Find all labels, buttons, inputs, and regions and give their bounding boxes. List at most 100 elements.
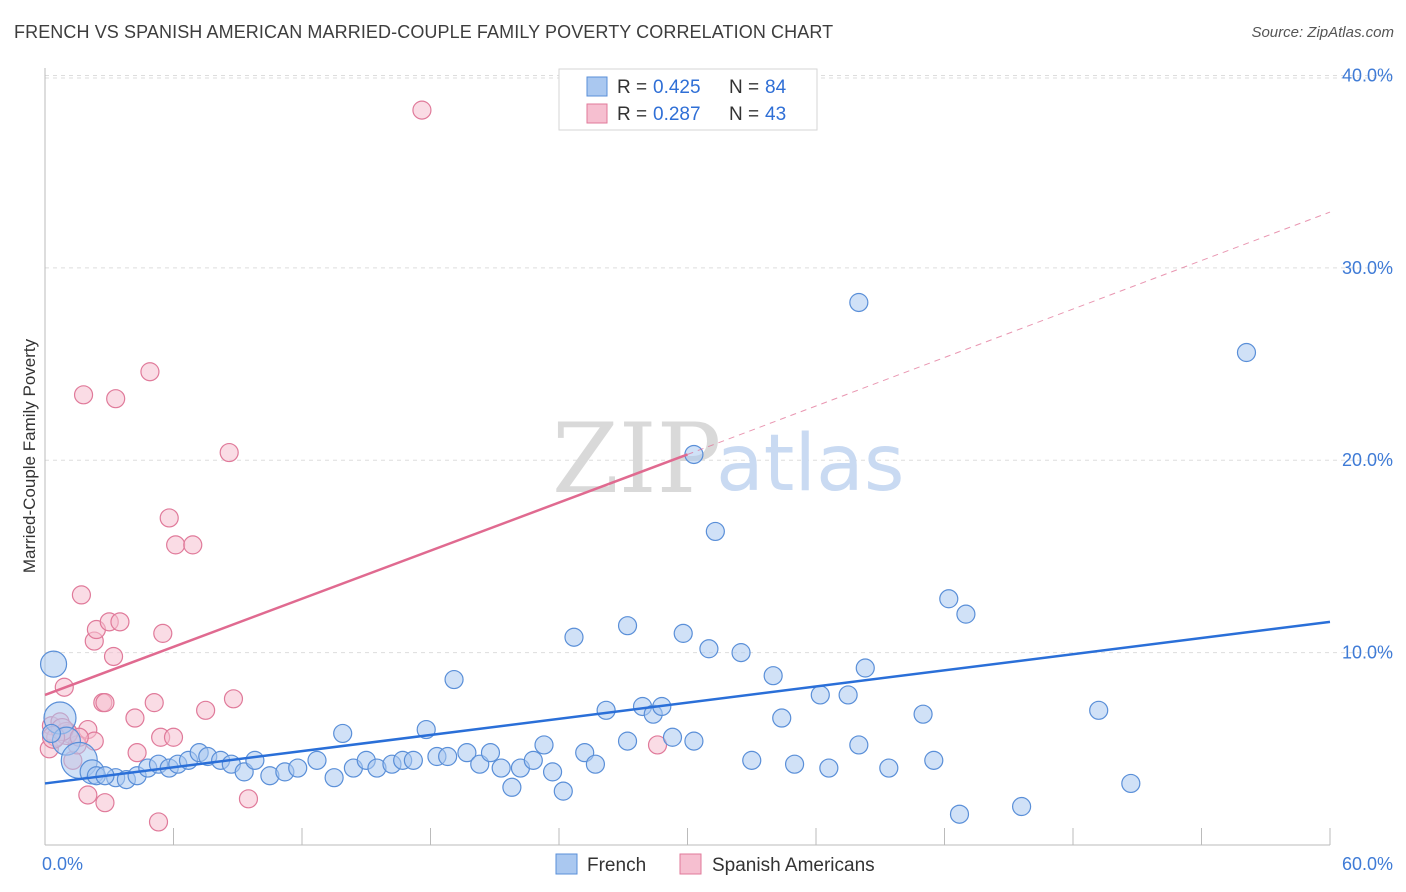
french-point-45 [553,781,573,801]
series-legend: French Spanish Americans [555,853,875,876]
legend-swatch-spanish [586,103,608,124]
trend-lines [44,211,1331,785]
spanish-point-30 [163,727,184,747]
french-point-24 [324,768,344,788]
french-point-61 [731,643,751,663]
spanish-point-35 [223,689,244,709]
french-point-81 [1236,342,1257,363]
spanish-point-31 [166,535,186,555]
french-point-48 [585,754,606,774]
spanish-point-21 [110,612,130,632]
french-point-19 [245,750,265,770]
french-point-64 [772,708,792,728]
french-point-79 [1089,700,1109,720]
french-point-82 [41,723,62,744]
spanish-point-19 [103,646,124,667]
spanish-point-9 [73,385,94,405]
french-point-74 [924,750,944,770]
french-point-40 [502,777,522,797]
french-point-71 [849,292,869,313]
series-legend-swatch-spanish [679,853,702,875]
french-point-70 [855,658,875,678]
french-point-34 [438,746,458,767]
watermark: ZIP atlas [552,403,905,515]
spanish-point-28 [153,623,173,643]
french-point-25 [333,723,353,744]
french-point-76 [949,804,970,824]
spanish-trend-line [44,453,688,697]
legend-french-n-label: N = [729,77,759,98]
spanish-point-37 [412,100,432,120]
series-legend-swatch-french [555,853,578,875]
french-point-39 [491,758,511,778]
french-point-80 [1121,773,1141,794]
french-point-68 [838,685,858,705]
spanish-point-38 [647,735,668,755]
french-point-49 [596,700,616,720]
french-point-22 [288,758,308,778]
y-tick-label-10: 10.0% [1342,643,1393,663]
french-point-35 [444,669,464,690]
spanish-point-8 [71,585,92,605]
french-point-59 [699,639,719,659]
x-tick-label-60: 60.0% [1342,854,1393,874]
french-point-36 [457,743,477,763]
french-point-69 [849,735,869,755]
french-point-62 [742,750,762,770]
spanish-point-11 [78,785,98,805]
legend-french-n-value: 84 [765,77,787,98]
french-point-43 [534,735,554,755]
grid-lines [45,74,1392,654]
french-point-55 [662,727,683,747]
spanish-point-36 [238,789,259,809]
french-point-65 [784,754,805,774]
french-point-67 [819,758,839,778]
y-tick-label-30: 30.0% [1342,258,1393,278]
spanish-point-23 [127,743,147,763]
x-axis-tick-labels: 0.0% 60.0% [42,854,1393,874]
spanish-point-20 [106,389,126,409]
legend-french-r-value: 0.425 [653,77,701,98]
french-point-77 [956,604,976,624]
french-point-23 [307,750,327,770]
legend-spanish-r-label: R = [617,104,647,125]
french-points [39,292,1257,824]
source-label: Source: ZipAtlas.com [1251,24,1394,41]
spanish-point-22 [125,708,145,728]
french-point-50 [617,731,638,751]
french-point-44 [542,762,563,782]
french-point-66 [810,685,830,705]
y-tick-label-40: 40.0% [1342,65,1393,85]
watermark-atlas: atlas [716,419,905,509]
spanish-trend-line-extension [687,211,1331,455]
french-point-63 [763,666,783,686]
french-point-60 [705,521,725,542]
french-trend-line [44,620,1331,785]
legend-french-r-label: R = [617,77,647,98]
legend-spanish-n-label: N = [729,104,759,125]
french-point-56 [673,623,693,643]
y-axis-label: Married-Couple Family Poverty [20,338,39,573]
spanish-point-17 [95,693,115,713]
french-point-42 [523,750,543,770]
french-point-0 [39,650,68,678]
spanish-point-16 [95,793,115,813]
french-point-46 [564,627,584,647]
french-point-73 [913,704,933,724]
x-axis-ticks [44,828,1331,845]
y-axis-tick-labels: 10.0% 20.0% 30.0% 40.0% [1342,65,1393,662]
spanish-point-29 [159,508,179,528]
french-point-75 [939,589,959,609]
series-legend-spanish: Spanish Americans [712,855,875,876]
y-tick-label-20: 20.0% [1342,450,1393,470]
legend-swatch-french [586,76,608,97]
series-legend-french: French [587,855,646,876]
correlation-legend: R = 0.425 N = 84 R = 0.287 N = 43 [558,68,818,131]
spanish-point-33 [196,700,216,720]
chart-title: FRENCH VS SPANISH AMERICAN MARRIED-COUPL… [14,22,834,42]
french-point-38 [480,743,501,763]
legend-spanish-n-value: 43 [765,104,786,125]
french-point-51 [617,616,638,636]
spanish-point-26 [148,812,169,832]
